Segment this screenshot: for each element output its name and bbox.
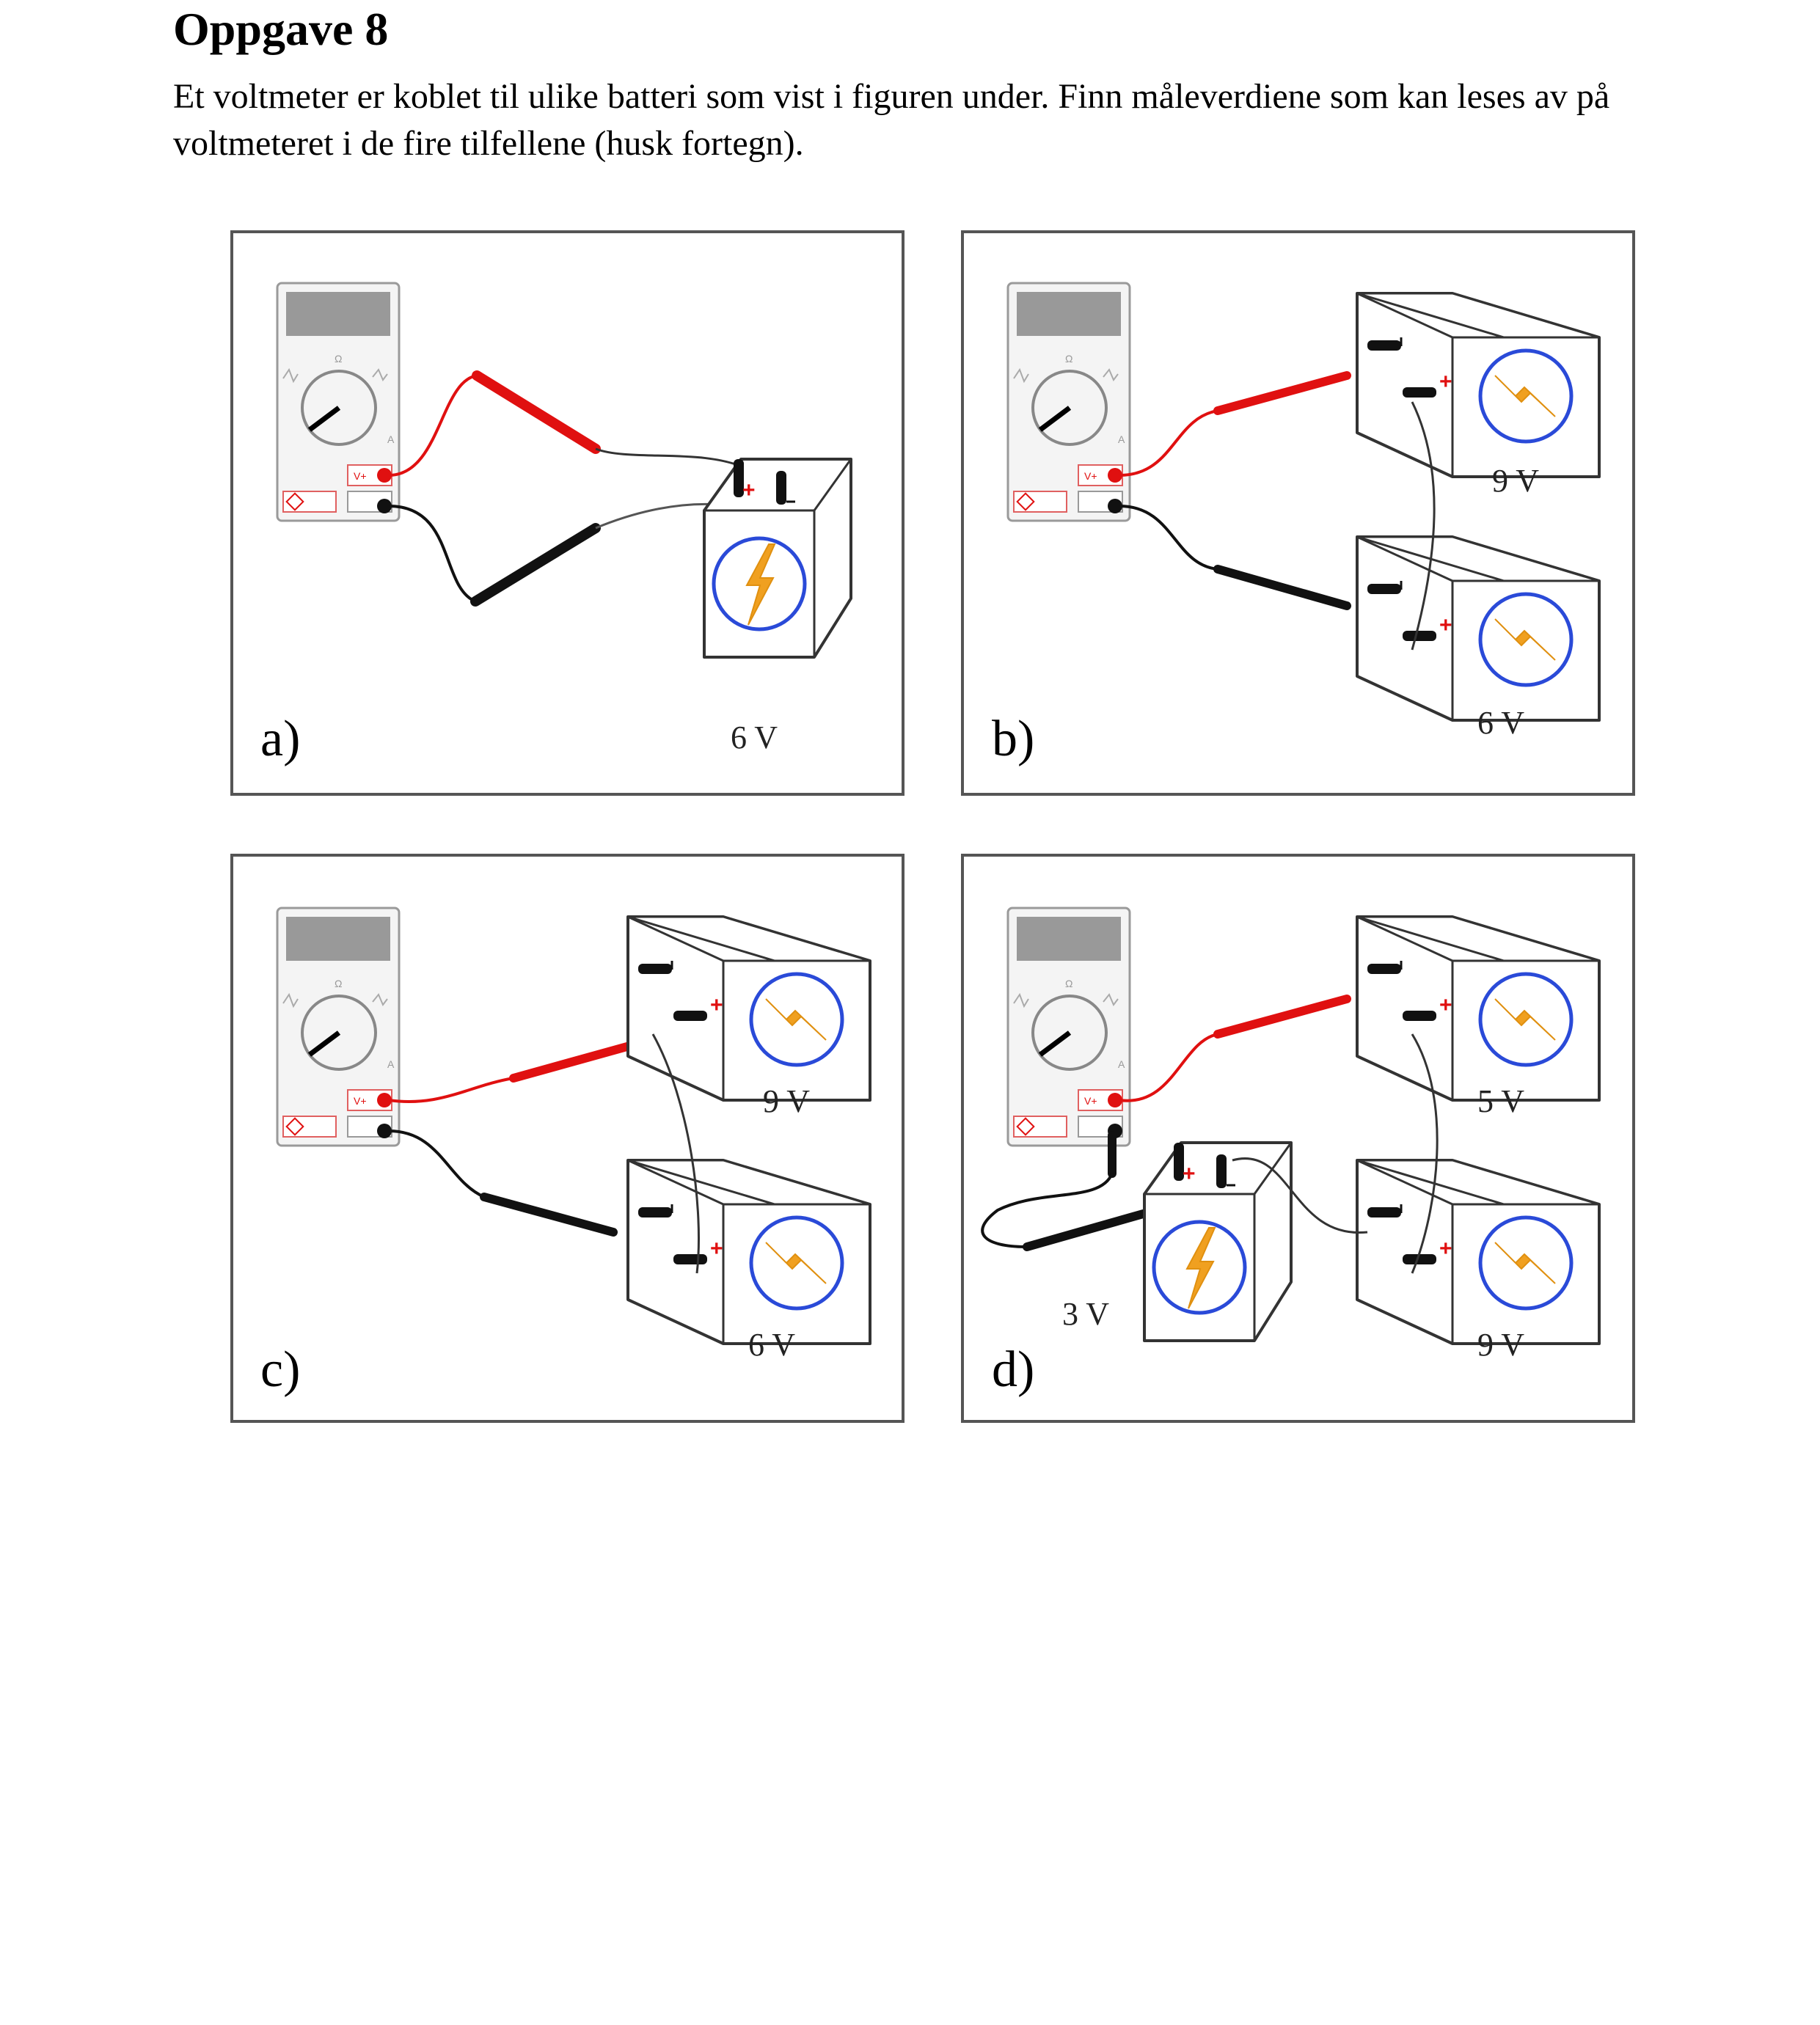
voltmeter-icon: [277, 908, 399, 1146]
panel-label: d): [992, 1341, 1034, 1398]
battery-voltage: 5 V: [1477, 1083, 1524, 1119]
panel-c: c) 9 V 6 V: [230, 854, 904, 1423]
page-title: Oppgave 8: [173, 3, 389, 55]
panel-label: a): [260, 711, 300, 767]
voltmeter-icon: [1008, 283, 1130, 521]
battery-icon: [704, 459, 851, 664]
battery-icon: [1144, 1143, 1291, 1348]
panel-label: c): [260, 1341, 300, 1398]
panel-d: d) 5 V 9 V 3 V: [961, 854, 1635, 1423]
panel-b: b) 9 V 6 V: [961, 230, 1635, 796]
voltmeter-icon: [1008, 908, 1130, 1146]
battery-voltage: 6 V: [731, 719, 778, 755]
battery-voltage: 3 V: [1062, 1296, 1109, 1332]
battery-voltage: 9 V: [1477, 1327, 1524, 1363]
battery-voltage: 9 V: [763, 1083, 810, 1119]
panel-a: a) 6 V: [230, 230, 904, 796]
battery-voltage: 9 V: [1492, 463, 1539, 499]
intro-text: Et voltmeter er koblet til ulike batteri…: [173, 77, 1610, 163]
panel-label: b): [992, 711, 1034, 767]
voltmeter-icon: [277, 283, 399, 521]
battery-voltage: 6 V: [748, 1327, 795, 1363]
battery-voltage: 6 V: [1477, 705, 1524, 741]
